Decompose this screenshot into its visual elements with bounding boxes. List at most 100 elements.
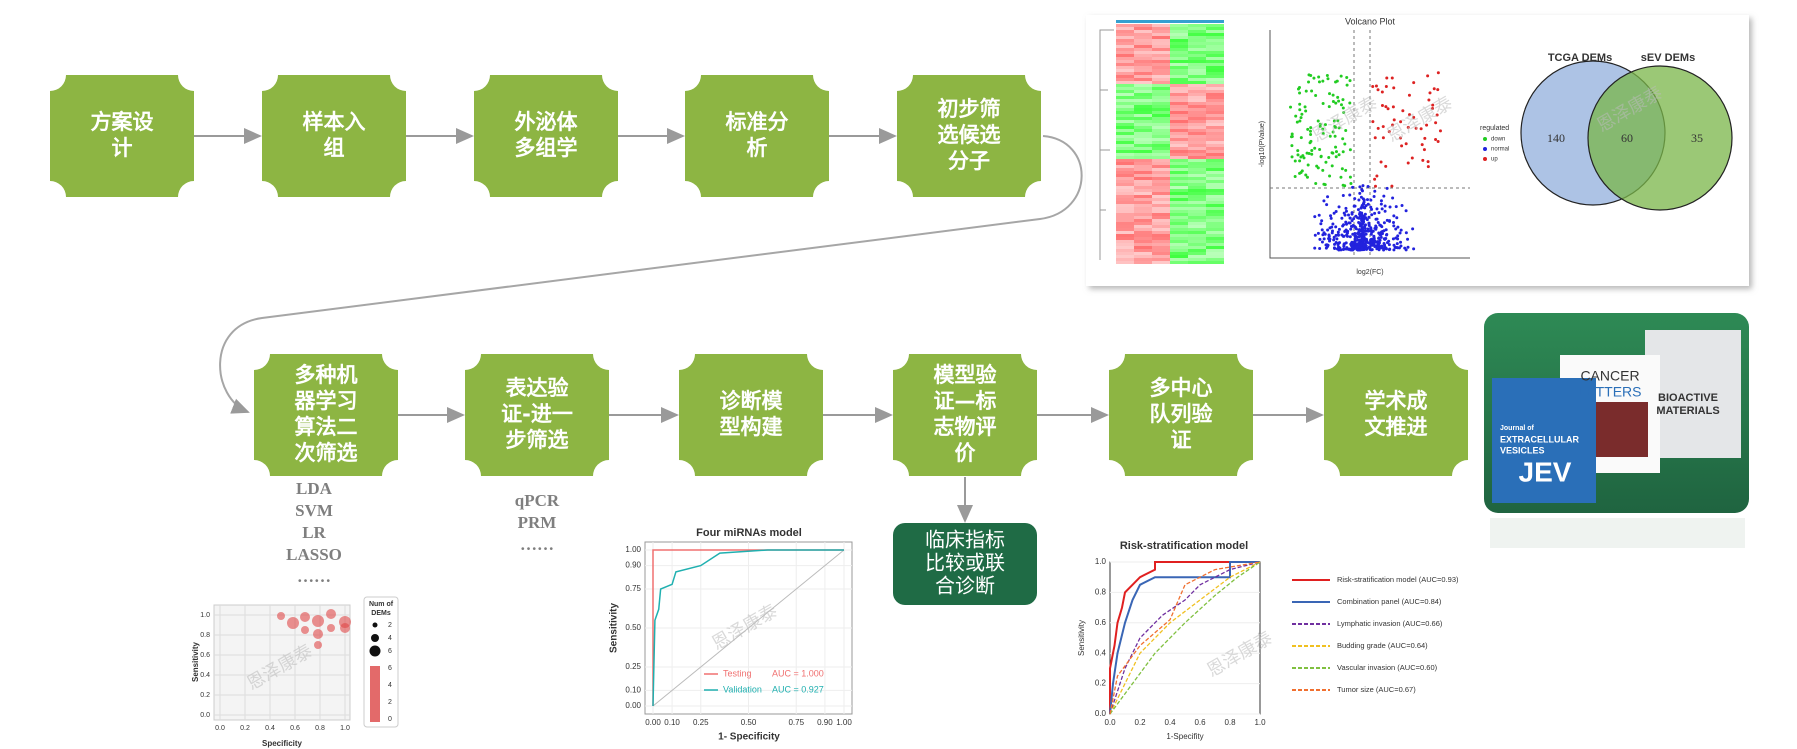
heatmap-cell (1170, 183, 1188, 186)
volcano-dot (1313, 146, 1317, 150)
volcano-dot (1332, 235, 1336, 239)
heatmap-cell (1206, 123, 1224, 126)
heatmap-cell (1152, 153, 1170, 156)
heatmap-cell (1152, 255, 1170, 258)
heatmap-cell (1116, 84, 1134, 87)
heatmap-cell (1188, 27, 1206, 30)
heatmap-cell (1206, 177, 1224, 180)
heatmap-cell (1134, 72, 1152, 75)
heatmap-cell (1188, 72, 1206, 75)
volcano-dot (1323, 123, 1327, 127)
heatmap-cell (1206, 105, 1224, 108)
heatmap-cell (1170, 225, 1188, 228)
volcano-dot (1384, 84, 1388, 88)
volcano-dot (1420, 143, 1424, 147)
heatmap-cell (1206, 207, 1224, 210)
volcano-dot (1414, 126, 1418, 130)
heatmap-cell (1134, 186, 1152, 189)
heatmap-cell (1188, 150, 1206, 153)
volcano-dot (1376, 126, 1380, 130)
reflection (1490, 518, 1745, 548)
volcano-dot (1369, 198, 1373, 202)
heatmap-cell (1188, 54, 1206, 57)
volcano-dot (1296, 149, 1300, 153)
heatmap-cell (1152, 27, 1170, 30)
volcano-dot (1304, 173, 1308, 177)
legend-label: Validation (723, 684, 762, 694)
y-tick-label: 0.6 (1095, 618, 1107, 627)
volcano-dot (1324, 160, 1328, 164)
heatmap-cell (1188, 168, 1206, 171)
volcano-dot (1358, 228, 1362, 232)
heatmap-cell (1152, 108, 1170, 111)
volcano-dot (1406, 245, 1410, 249)
volcano-dot (1334, 240, 1338, 244)
heatmap-cell (1152, 183, 1170, 186)
heatmap-cell (1152, 114, 1170, 117)
volcano-dot (1436, 139, 1440, 143)
volcano-dot (1356, 242, 1360, 246)
heatmap-cell (1134, 258, 1152, 261)
volcano-dot (1374, 84, 1378, 88)
legend-label: Budding grade (AUC=0.64) (1337, 641, 1428, 650)
heatmap-cell (1188, 114, 1206, 117)
volcano-dot (1341, 137, 1345, 141)
heatmap-cell (1188, 213, 1206, 216)
heatmap-cell (1134, 162, 1152, 165)
node-label: 诊断模 (720, 389, 784, 413)
heatmap-cell (1206, 138, 1224, 141)
heatmap-cell (1206, 249, 1224, 252)
x-tick-label: 0.0 (215, 725, 225, 732)
heatmap-cell (1206, 108, 1224, 111)
volcano-dot (1300, 112, 1304, 116)
volcano-dot (1298, 102, 1302, 106)
heatmap-cell (1206, 216, 1224, 219)
legend-auc: AUC = 0.927 (772, 684, 824, 694)
volcano-dot (1357, 216, 1361, 220)
heatmap-cell (1116, 180, 1134, 183)
heatmap-cell (1116, 33, 1134, 36)
heatmap-cell (1188, 156, 1206, 159)
heatmap-cell (1152, 63, 1170, 66)
legend-label: normal (1491, 147, 1509, 153)
heatmap-cell (1170, 216, 1188, 219)
heatmap-cell (1134, 114, 1152, 117)
heatmap-cell (1170, 90, 1188, 93)
heatmap-cell (1170, 219, 1188, 222)
legend-title: Num of (369, 601, 394, 608)
venn-set-label: sEV DEMs (1641, 52, 1695, 64)
heatmap-cell (1206, 45, 1224, 48)
method: …… (520, 535, 554, 554)
heatmap-cell (1134, 201, 1152, 204)
heatmap-cell (1206, 78, 1224, 81)
heatmap-cell (1116, 117, 1134, 120)
heatmap-cell (1170, 162, 1188, 165)
volcano-dot (1334, 225, 1338, 229)
heatmap-cell (1116, 261, 1134, 264)
heatmap-cell (1206, 153, 1224, 156)
heatmap-cell (1116, 36, 1134, 39)
heatmap-cell (1188, 102, 1206, 105)
volcano-dot (1298, 159, 1302, 163)
volcano-dot (1318, 122, 1322, 126)
volcano-dot (1406, 237, 1410, 241)
heatmap-cell (1134, 240, 1152, 243)
flow-node (1109, 354, 1253, 476)
volcano-dot (1368, 248, 1372, 252)
volcano-dot (1379, 160, 1383, 164)
heatmap-cell (1188, 81, 1206, 84)
heatmap-cell (1170, 240, 1188, 243)
heatmap-cell (1152, 42, 1170, 45)
volcano-dot (1357, 244, 1361, 248)
volcano-dot (1315, 164, 1319, 168)
volcano-dot (1385, 186, 1389, 190)
heatmap-cell (1188, 252, 1206, 255)
volcano-dot (1339, 175, 1343, 179)
volcano-dot (1334, 126, 1338, 130)
venn-set (1587, 65, 1733, 211)
heatmap-cell (1188, 258, 1206, 261)
roc-curve (1109, 561, 1261, 715)
volcano-dot (1360, 225, 1364, 229)
heatmap-cell (1134, 261, 1152, 264)
heatmap-cell (1170, 228, 1188, 231)
